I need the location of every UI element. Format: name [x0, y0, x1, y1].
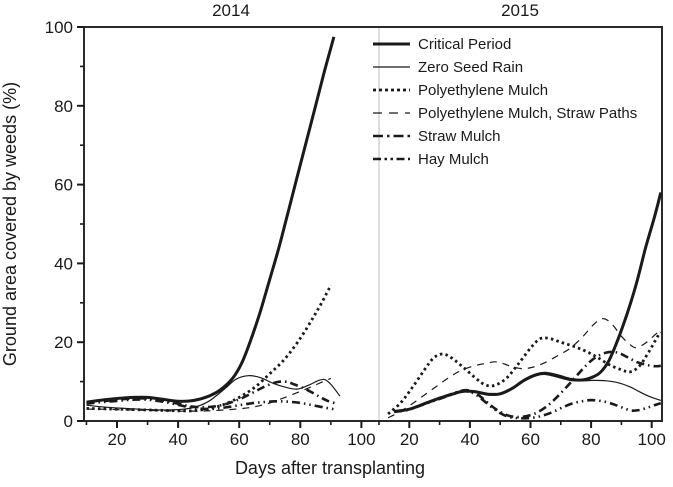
x-tick-label: 40 [460, 430, 479, 449]
x-tick-label: 80 [291, 430, 310, 449]
curve-poly-2015 [387, 331, 662, 415]
y-tick-label: 40 [54, 254, 73, 273]
panel-title-2014: 2014 [212, 1, 250, 20]
x-tick-label: 100 [638, 430, 666, 449]
data-curves [86, 36, 662, 420]
legend-label-poly: Polyethylene Mulch [418, 82, 548, 99]
curve-polyStraw-2014 [86, 377, 332, 412]
y-axis-title: Ground area covered by weeds (%) [0, 82, 20, 366]
legend-label-critical: Critical Period [418, 36, 511, 53]
y-tick-label: 60 [54, 176, 73, 195]
x-tick-label: 60 [521, 430, 540, 449]
y-tick-label: 0 [64, 412, 73, 431]
legend-label-hay: Hay Mulch [418, 151, 489, 168]
x-tick-label: 60 [230, 430, 249, 449]
legend-label-polyStraw: Polyethylene Mulch, Straw Paths [418, 105, 637, 122]
y-tick-label: 100 [45, 18, 73, 37]
curve-straw-2015 [393, 350, 661, 419]
y-tick-label: 20 [54, 333, 73, 352]
legend-label-straw: Straw Mulch [418, 128, 501, 145]
x-tick-label: 80 [582, 430, 601, 449]
curve-zero-2015 [394, 373, 661, 413]
x-tick-label: 20 [400, 430, 419, 449]
plot-frame [83, 26, 663, 422]
curve-hay-2015 [393, 390, 662, 420]
x-axis-title: Days after transplanting [235, 458, 425, 478]
y-tick-label: 80 [54, 97, 73, 116]
x-tick-label: 20 [108, 430, 127, 449]
curve-poly-2014 [86, 284, 333, 413]
curve-critical-2015 [393, 192, 662, 413]
x-tick-label: 40 [169, 430, 188, 449]
curve-critical-2014 [86, 36, 336, 404]
legend-label-zero: Zero Seed Rain [418, 59, 523, 76]
axis-ticks: 0 20 40 60 80 100 20 40 60 80 100 20 40 60 80 100 [45, 18, 666, 449]
legend: Critical Period Zero Seed Rain Polyethylen… [373, 36, 637, 168]
x-tick-label: 100 [347, 430, 375, 449]
panel-title-2015: 2015 [501, 1, 539, 20]
curve-zero-2014 [86, 375, 341, 411]
